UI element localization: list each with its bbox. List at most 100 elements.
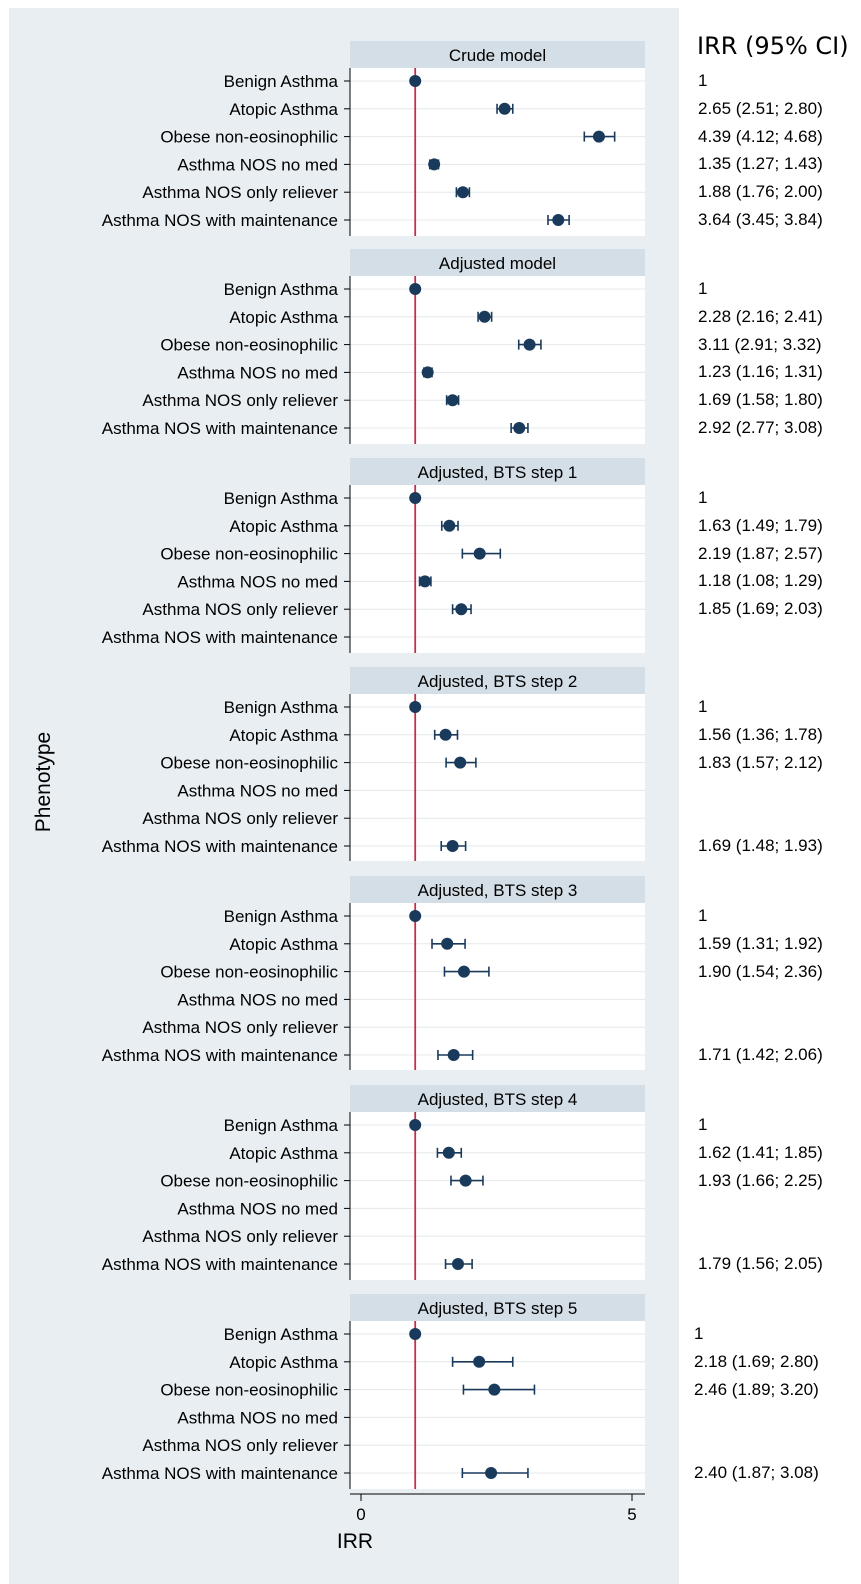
ci-value: 1.59 (1.31; 1.92) <box>698 933 823 953</box>
point-estimate <box>418 575 431 588</box>
category-label: Obese non-eosinophilic <box>160 336 338 355</box>
ci-value: 1 <box>698 1115 708 1134</box>
category-label: Atopic Asthma <box>229 1144 338 1163</box>
ci-value: 1.35 (1.27; 1.43) <box>698 154 823 174</box>
point-estimate <box>409 75 422 87</box>
category-label: Asthma NOS no med <box>177 1199 338 1218</box>
point-estimate <box>455 603 468 616</box>
category-label: Asthma NOS only reliever <box>142 1018 338 1037</box>
category-label: Asthma NOS no med <box>177 155 338 174</box>
panel-strip-4 <box>350 667 645 694</box>
category-label: Obese non-eosinophilic <box>160 1381 338 1400</box>
category-label: Asthma NOS no med <box>177 572 338 591</box>
ci-value: 2.40 (1.87; 3.08) <box>694 1463 819 1482</box>
x-tick-label: 0 <box>356 1505 365 1524</box>
point-estimate <box>409 283 422 295</box>
ci-value: 1.63 (1.49; 1.79) <box>698 515 823 535</box>
ci-value: 2.18 (1.69; 2.80) <box>694 1351 819 1371</box>
panel-6 <box>350 1085 645 1280</box>
point-estimate <box>473 547 486 560</box>
category-label: Benign Asthma <box>224 280 339 299</box>
point-estimate <box>488 1383 501 1396</box>
ci-value: 1.56 (1.36; 1.78) <box>698 724 823 744</box>
x-tick-label: 5 <box>627 1505 636 1524</box>
category-label: Atopic Asthma <box>229 100 338 119</box>
panel-3 <box>350 458 645 653</box>
point-estimate <box>421 366 434 379</box>
ci-value: 2.19 (1.87; 2.57) <box>698 543 823 563</box>
ci-value: 1.18 (1.08; 1.29) <box>698 571 823 591</box>
category-label: Asthma NOS with maintenance <box>102 1464 338 1483</box>
y-axis-title: Phenotype <box>32 732 55 832</box>
ci-value: 2.65 (2.51; 2.80) <box>698 98 823 118</box>
panel-strip-5 <box>350 876 645 903</box>
category-label: Obese non-eosinophilic <box>160 963 338 982</box>
category-label: Atopic Asthma <box>229 726 338 745</box>
panel-strip-2 <box>350 249 645 276</box>
ci-value: 1 <box>698 488 708 507</box>
panel-2 <box>350 249 645 444</box>
point-estimate <box>452 1258 465 1270</box>
point-estimate <box>441 937 454 950</box>
ci-value: 1.85 (1.69; 2.03) <box>698 599 823 619</box>
category-label: Obese non-eosinophilic <box>160 545 338 564</box>
ci-value: 1.69 (1.58; 1.80) <box>698 390 823 410</box>
point-estimate <box>513 422 526 434</box>
panel-5 <box>350 876 645 1070</box>
ci-value: 3.11 (2.91; 3.32) <box>698 334 822 354</box>
point-estimate <box>409 910 422 922</box>
point-estimate <box>478 310 491 323</box>
category-label: Asthma NOS with maintenance <box>102 628 338 647</box>
category-label: Obese non-eosinophilic <box>160 128 338 147</box>
category-label: Benign Asthma <box>224 72 339 91</box>
category-label: Asthma NOS no med <box>177 990 338 1009</box>
category-label: Benign Asthma <box>224 698 339 717</box>
category-label: Benign Asthma <box>224 489 339 508</box>
panel-title-1: Crude model <box>449 46 546 65</box>
point-estimate <box>428 158 441 171</box>
panel-title-3: Adjusted, BTS step 1 <box>418 463 578 482</box>
point-estimate <box>523 338 536 351</box>
panel-title-4: Adjusted, BTS step 2 <box>418 672 578 691</box>
category-label: Atopic Asthma <box>229 935 338 954</box>
panel-strip-3 <box>350 458 645 485</box>
category-label: Benign Asthma <box>224 1325 339 1344</box>
point-estimate <box>459 1174 472 1187</box>
panel-title-5: Adjusted, BTS step 3 <box>418 881 578 900</box>
ci-column-header: IRR (95% CI) <box>697 32 849 60</box>
point-estimate <box>552 214 565 226</box>
point-estimate <box>409 1119 422 1131</box>
point-estimate <box>443 519 456 532</box>
category-label: Asthma NOS only reliever <box>142 809 338 828</box>
x-axis-title: IRR <box>337 1530 373 1553</box>
panel-strip-7 <box>350 1294 645 1321</box>
point-estimate <box>409 701 422 713</box>
category-label: Asthma NOS only reliever <box>142 391 338 410</box>
ci-value: 1 <box>698 906 708 925</box>
category-label: Obese non-eosinophilic <box>160 1172 338 1191</box>
category-label: Asthma NOS with maintenance <box>102 211 338 230</box>
ci-value: 3.64 (3.45; 3.84) <box>698 210 823 229</box>
point-estimate <box>442 1146 455 1159</box>
panel-title-7: Adjusted, BTS step 5 <box>418 1299 578 1318</box>
point-estimate <box>457 965 470 978</box>
point-estimate <box>456 186 469 199</box>
ci-value: 1.93 (1.66; 2.25) <box>698 1170 823 1190</box>
ci-value: 1.83 (1.57; 2.12) <box>698 752 823 772</box>
point-estimate <box>409 492 422 504</box>
panel-strip-6 <box>350 1085 645 1112</box>
ci-value: 1 <box>698 279 708 298</box>
ci-value: 1.69 (1.48; 1.93) <box>698 836 823 855</box>
point-estimate <box>498 102 511 115</box>
category-label: Obese non-eosinophilic <box>160 754 338 773</box>
category-label: Asthma NOS no med <box>177 1408 338 1427</box>
category-label: Asthma NOS only reliever <box>142 1227 338 1246</box>
panel-strip-1 <box>350 41 645 68</box>
panel-title-2: Adjusted model <box>439 254 556 273</box>
point-estimate <box>473 1355 486 1368</box>
category-label: Atopic Asthma <box>229 1353 338 1372</box>
category-label: Asthma NOS no med <box>177 781 338 800</box>
point-estimate <box>454 756 467 769</box>
ci-value: 1 <box>698 71 708 90</box>
